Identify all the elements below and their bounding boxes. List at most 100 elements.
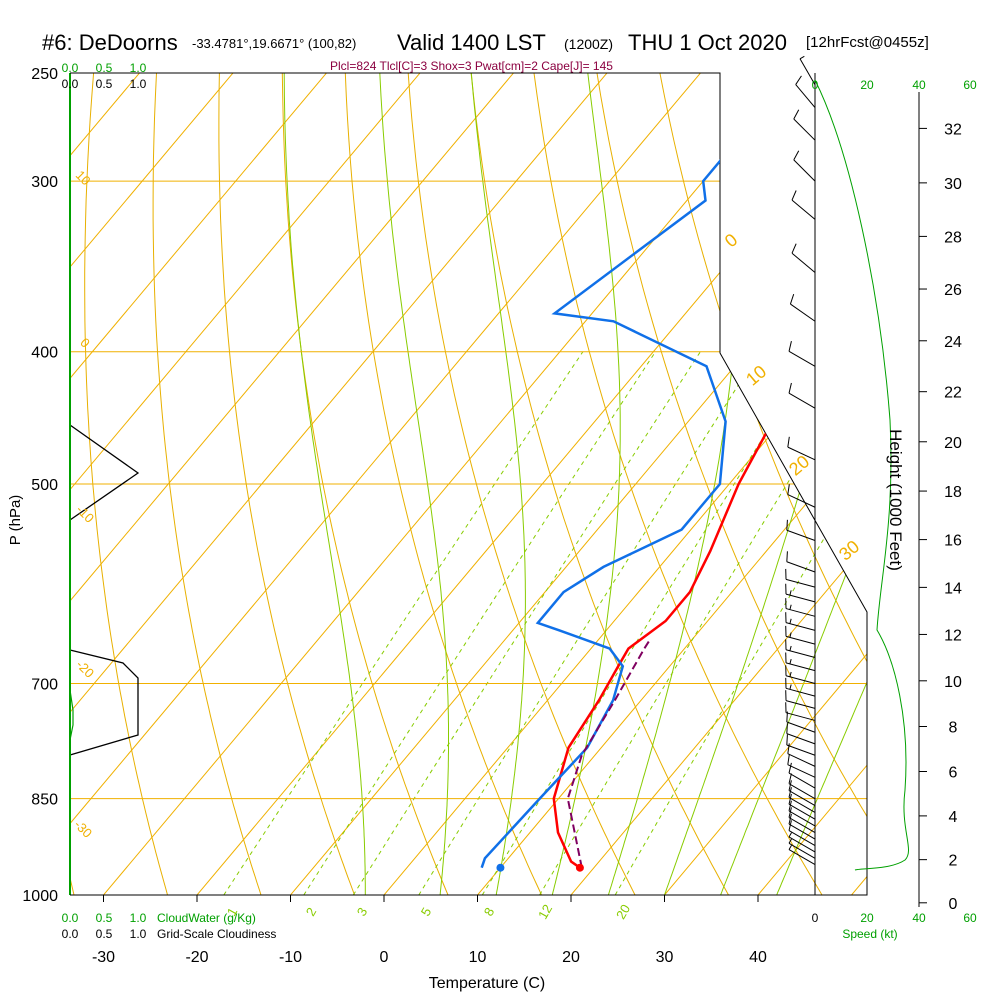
wind-barb-staff bbox=[795, 84, 816, 108]
wind-barb-flag bbox=[787, 743, 790, 754]
wind-barb-half-flag bbox=[789, 658, 792, 665]
wind-barb-flag bbox=[788, 820, 792, 831]
wind-barb-flag bbox=[786, 723, 788, 734]
isotherm bbox=[78, 73, 815, 895]
wind-barb bbox=[788, 787, 816, 813]
wind-barb bbox=[789, 293, 816, 322]
x-tick-label: 30 bbox=[656, 949, 674, 966]
speed-scale-label: 20 bbox=[860, 911, 874, 925]
moist-adiabat bbox=[283, 73, 366, 895]
sounding-profiles bbox=[480, 83, 867, 872]
wind-barb-flag bbox=[791, 243, 797, 254]
isotherm-label-left: -20 bbox=[73, 657, 97, 681]
cloudiness-scale-label: 1.0 bbox=[130, 927, 147, 941]
wind-barb bbox=[785, 665, 816, 684]
wind-barb-staff bbox=[788, 392, 816, 409]
mixing-ratio-line bbox=[481, 351, 818, 895]
height-tick-label: 18 bbox=[944, 484, 962, 501]
wind-barb-staff bbox=[785, 622, 816, 631]
dry-adiabat bbox=[530, 73, 841, 895]
wind-barb-staff bbox=[787, 494, 816, 508]
cloudiness-scale-label: 0.5 bbox=[96, 77, 113, 91]
wind-barb-staff bbox=[787, 764, 816, 778]
wind-barb-flag bbox=[791, 190, 797, 201]
wind-barb-staff bbox=[791, 252, 816, 273]
speed-label: Speed (kt) bbox=[842, 927, 897, 941]
wind-barb-flag bbox=[788, 382, 792, 394]
utc-time: (1200Z) bbox=[564, 36, 614, 52]
wind-barb bbox=[785, 598, 816, 617]
height-tick-label: 22 bbox=[944, 385, 962, 402]
wind-barb-staff bbox=[788, 817, 816, 833]
wind-barb-flag bbox=[787, 484, 790, 495]
wind-barb-half-flag bbox=[789, 671, 792, 677]
wind-barb bbox=[788, 773, 816, 800]
height-tick-label: 6 bbox=[949, 765, 958, 782]
cloud-water-label: CloudWater (g/Kg) bbox=[157, 911, 256, 925]
wind-barb-flag bbox=[788, 813, 792, 825]
pressure-tick-label: 400 bbox=[31, 345, 58, 362]
wind-barb bbox=[785, 583, 816, 603]
wind-barb-flag bbox=[786, 734, 788, 745]
station-coordinates: -33.4781°,19.6671° (100,82) bbox=[192, 36, 357, 51]
wind-barb-staff bbox=[787, 446, 816, 461]
valid-date: THU 1 Oct 2020 bbox=[628, 30, 787, 55]
mixing-ratio-line bbox=[303, 351, 656, 895]
mixing-ratio-line bbox=[614, 351, 867, 895]
wind-barb bbox=[787, 436, 816, 461]
wind-speed-profile bbox=[814, 79, 909, 871]
mixing-ratio-label: 2 bbox=[303, 905, 320, 919]
wind-barb-flag bbox=[793, 150, 800, 161]
isotherm-label-left: 10 bbox=[73, 167, 94, 188]
wind-barb-staff bbox=[785, 635, 816, 645]
pressure-tick-label: 500 bbox=[31, 477, 58, 494]
mixing-ratio-label: 20 bbox=[613, 902, 633, 922]
x-tick-label: -30 bbox=[92, 949, 115, 966]
wind-barb-half-flag bbox=[789, 632, 792, 638]
isotherm bbox=[639, 73, 867, 895]
wind-barb-half-flag bbox=[788, 838, 792, 844]
wind-barb-staff bbox=[788, 772, 816, 789]
wind-barb bbox=[785, 677, 816, 697]
dry-adiabat bbox=[281, 73, 461, 895]
wind-barb-staff bbox=[791, 199, 816, 220]
wind-barb-staff bbox=[785, 593, 816, 603]
wind-barb-staff bbox=[788, 836, 816, 853]
wind-barb-half-flag bbox=[789, 684, 792, 690]
x-tick-label: 20 bbox=[562, 949, 580, 966]
wind-barb bbox=[788, 807, 816, 833]
wind-barb-flag bbox=[788, 793, 792, 805]
isotherm-label-left: -10 bbox=[73, 502, 97, 526]
wind-barb-staff bbox=[785, 608, 816, 617]
height-tick-label: 2 bbox=[949, 853, 958, 870]
cloudiness-scale-label: 0.0 bbox=[62, 927, 79, 941]
cloud-water-profile bbox=[69, 689, 74, 741]
pressure-tick-label: 700 bbox=[31, 677, 58, 694]
speed-scale-label: 0 bbox=[812, 911, 819, 925]
wind-barb-staff bbox=[799, 58, 816, 85]
isotherm-label: 0 bbox=[721, 230, 742, 252]
wind-barb-half-flag bbox=[789, 618, 792, 624]
wind-barb bbox=[785, 639, 816, 659]
wind-barb bbox=[788, 793, 816, 820]
dry-adiabat bbox=[343, 73, 556, 895]
wind-barb-flag bbox=[787, 436, 790, 448]
wind-barb-flag bbox=[788, 787, 792, 798]
wind-barb bbox=[791, 190, 816, 220]
wind-barb-staff bbox=[786, 733, 816, 745]
wind-barb-staff bbox=[785, 578, 816, 588]
wind-barb-staff bbox=[788, 803, 816, 820]
isotherm-label-left: -30 bbox=[71, 817, 95, 841]
wind-barb-staff bbox=[788, 830, 816, 846]
cloudiness-label: Grid-Scale Cloudiness bbox=[157, 927, 276, 941]
dry-adiabat bbox=[468, 73, 746, 895]
wind-barb-staff bbox=[785, 662, 816, 672]
pressure-tick-label: 300 bbox=[31, 174, 58, 191]
cloud-water-scale-label: 1.0 bbox=[130, 911, 147, 925]
wind-barb-staff bbox=[786, 744, 816, 756]
isotherm bbox=[733, 73, 867, 895]
surface-temperature-dot bbox=[575, 863, 584, 872]
wind-barbs bbox=[785, 55, 816, 866]
wind-barb bbox=[786, 551, 816, 573]
